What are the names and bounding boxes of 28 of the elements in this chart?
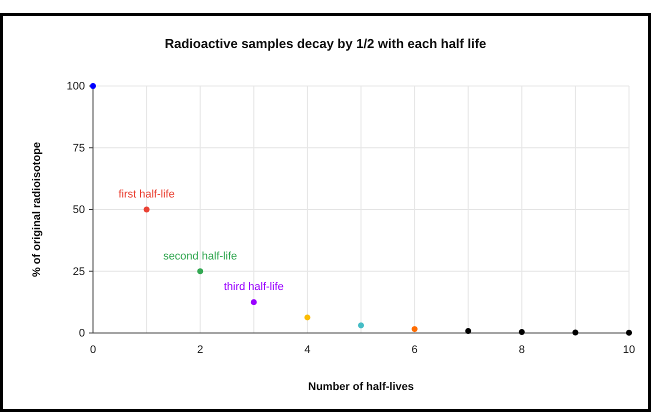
point: [197, 268, 204, 274]
annotation: first half-life: [118, 188, 175, 200]
x-tick-label: 10: [622, 344, 636, 356]
point: [412, 326, 418, 332]
chart-title: Radioactive samples decay by 1/2 with each half life: [164, 36, 486, 51]
x-tick-label: 2: [197, 344, 204, 356]
point: [358, 322, 364, 328]
point: [518, 329, 525, 335]
point: [250, 299, 257, 306]
y-tick-label: 50: [72, 204, 85, 216]
y-axis-title: % of original radioisotope: [31, 142, 43, 278]
x-axis-title: Number of half-lives: [308, 381, 414, 393]
annotation: third half-life: [224, 281, 284, 294]
point: [144, 206, 150, 212]
x-tick-label: 6: [412, 344, 418, 356]
point: [626, 330, 632, 336]
annotation: second half-life: [163, 250, 238, 262]
point: [90, 83, 96, 89]
point: [304, 314, 310, 320]
y-tick-label: 100: [66, 80, 85, 93]
point: [572, 330, 578, 336]
y-tick-label: 75: [72, 142, 85, 154]
x-tick-label: 4: [304, 344, 310, 356]
x-tick-label: 8: [518, 344, 525, 356]
x-tick-label: 0: [90, 344, 96, 356]
y-tick-label: 25: [72, 266, 85, 278]
point: [465, 328, 472, 334]
y-tick-label: 0: [78, 328, 85, 340]
